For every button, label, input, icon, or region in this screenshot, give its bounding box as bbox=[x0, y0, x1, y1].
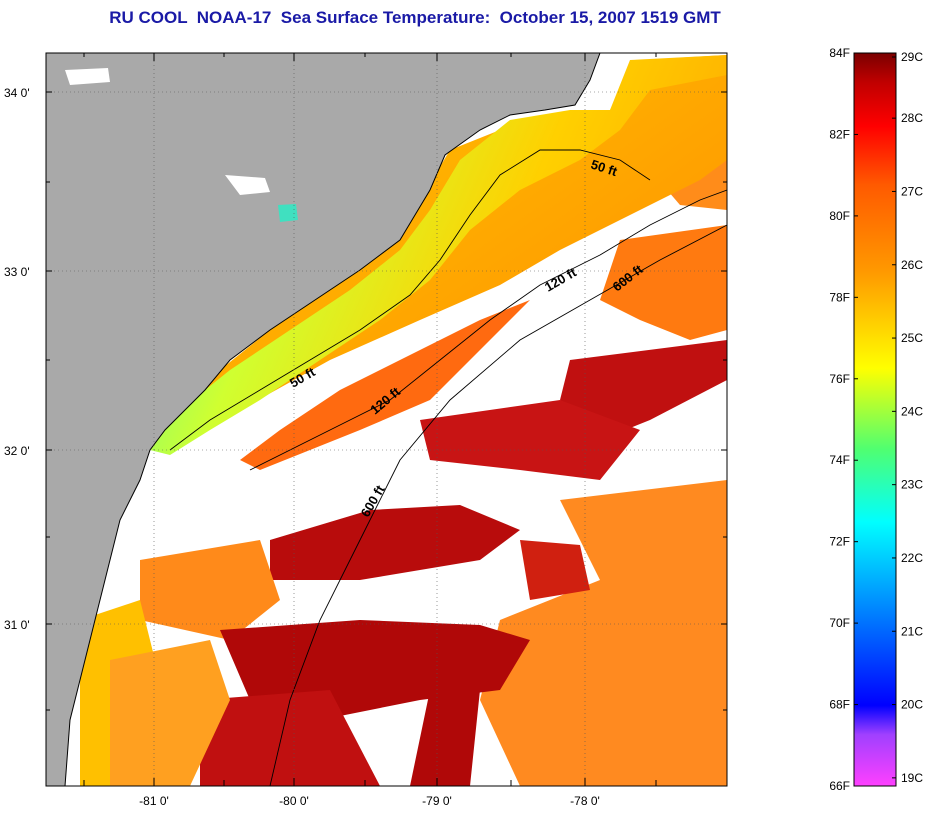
contour-600ft bbox=[269, 224, 727, 786]
lon-label-79: -79 0' bbox=[422, 794, 452, 808]
colorbar-f-labels: 84F 82F 80F 78F 76F 74F 72F 70F 68F 66F bbox=[829, 46, 850, 793]
inland-lake-3 bbox=[65, 68, 110, 85]
map-panel bbox=[46, 53, 727, 786]
colorbar-f-label: 84F bbox=[829, 46, 850, 60]
colorbar-c-label: 28C bbox=[901, 111, 923, 125]
map-frame bbox=[45, 52, 728, 787]
inland-lake-2 bbox=[278, 204, 298, 222]
lon-label-81: -81 0' bbox=[139, 794, 169, 808]
lat-label-31: 31 0' bbox=[4, 618, 30, 632]
sst-patch-red-mid bbox=[420, 400, 640, 480]
colorbar-c-labels: 29C 28C 27C 26C 25C 24C 23C 22C 21C 20C 19C bbox=[901, 50, 923, 785]
contour-120ft bbox=[249, 189, 727, 471]
sst-patch-red-south2 bbox=[410, 690, 480, 786]
sst-patch-orange-south bbox=[140, 540, 280, 640]
lon-label-78: -78 0' bbox=[570, 794, 600, 808]
colorbar-c-label: 23C bbox=[901, 478, 923, 492]
sst-patch-red-south bbox=[200, 690, 380, 786]
colorbar: 84F 82F 80F 78F 76F 74F 72F 70F 68F 66F 29C 28C 27C… bbox=[829, 46, 923, 793]
sst-coastal-band bbox=[150, 55, 727, 455]
colorbar-f-label: 68F bbox=[829, 698, 850, 712]
colorbar-f-label: 82F bbox=[829, 127, 850, 141]
colorbar-f-label: 76F bbox=[829, 372, 850, 386]
colorbar-gradient bbox=[853, 52, 897, 787]
colorbar-f-label: 78F bbox=[829, 290, 850, 304]
axis-ticks bbox=[46, 53, 727, 786]
colorbar-f-label: 72F bbox=[829, 535, 850, 549]
lon-label-80: -80 0' bbox=[279, 794, 309, 808]
colorbar-c-label: 20C bbox=[901, 698, 923, 712]
colorbar-c-label: 25C bbox=[901, 331, 923, 345]
contour-50ft bbox=[169, 149, 651, 451]
lat-label-32: 32 0' bbox=[4, 444, 30, 458]
isobath-contours bbox=[169, 149, 727, 786]
colorbar-c-label: 27C bbox=[901, 184, 923, 198]
colorbar-c-label: 21C bbox=[901, 624, 923, 638]
lat-label-34: 34 0' bbox=[4, 86, 30, 100]
colorbar-f-label: 74F bbox=[829, 453, 850, 467]
colorbar-c-label: 24C bbox=[901, 404, 923, 418]
colorbar-c-label: 19C bbox=[901, 771, 923, 785]
sst-patch-red-band1 bbox=[270, 505, 520, 580]
colorbar-c-label: 26C bbox=[901, 258, 923, 272]
sst-patch-red-east bbox=[560, 340, 727, 440]
coastline bbox=[64, 53, 601, 786]
sst-shelf-band-lower bbox=[240, 300, 530, 470]
sst-patch-red-spot bbox=[520, 540, 590, 600]
colorbar-f-label: 70F bbox=[829, 616, 850, 630]
sst-patch-east bbox=[600, 225, 727, 340]
sst-patch-orange-sw bbox=[110, 640, 230, 786]
colorbar-ticks bbox=[854, 52, 896, 787]
colorbar-f-label: 80F bbox=[829, 209, 850, 223]
sst-patch-southeast bbox=[480, 480, 727, 786]
lat-label-33: 33 0' bbox=[4, 265, 30, 279]
colorbar-c-label: 22C bbox=[901, 551, 923, 565]
map-title: RU COOL NOAA-17 Sea Surface Temperature:… bbox=[109, 8, 721, 27]
colorbar-f-label: 66F bbox=[829, 779, 850, 793]
colorbar-c-label: 29C bbox=[901, 50, 923, 64]
graticule bbox=[46, 53, 727, 786]
inland-lake bbox=[225, 175, 270, 195]
land-mass bbox=[46, 53, 600, 786]
